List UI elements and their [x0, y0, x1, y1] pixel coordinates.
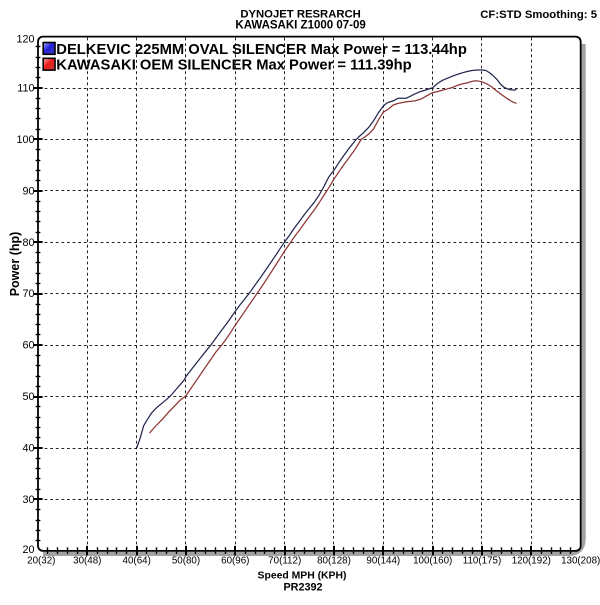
svg-text:KAWASAKI OEM SILENCER Max Powe: KAWASAKI OEM SILENCER Max Power = 111.39… [56, 58, 411, 74]
svg-text:20(32): 20(32) [27, 556, 55, 567]
svg-text:60: 60 [22, 340, 34, 352]
svg-text:70(112): 70(112) [268, 556, 301, 567]
svg-text:80: 80 [22, 237, 34, 249]
svg-text:30: 30 [22, 494, 34, 506]
svg-text:40(64): 40(64) [123, 556, 151, 567]
svg-text:30(48): 30(48) [73, 556, 101, 567]
svg-text:50: 50 [22, 391, 34, 403]
svg-text:130(208): 130(208) [561, 556, 600, 567]
svg-text:80(128): 80(128) [317, 556, 351, 567]
svg-text:40: 40 [22, 443, 34, 455]
svg-text:Power (hp): Power (hp) [8, 232, 22, 297]
svg-text:120: 120 [16, 34, 34, 46]
svg-text:100(160): 100(160) [413, 556, 452, 567]
svg-text:100: 100 [16, 134, 34, 146]
svg-text:CF:STD Smoothing: 5: CF:STD Smoothing: 5 [480, 9, 597, 21]
svg-text:DYNOJET RESRARCH: DYNOJET RESRARCH [240, 9, 361, 21]
svg-text:110(175): 110(175) [463, 556, 502, 567]
svg-text:PR2392: PR2392 [283, 582, 322, 594]
svg-text:DELKEVIC 225MM OVAL SILENCER M: DELKEVIC 225MM OVAL SILENCER Max Power =… [56, 42, 467, 58]
svg-text:KAWASAKI Z1000 07-09: KAWASAKI Z1000 07-09 [235, 20, 365, 32]
svg-text:110: 110 [17, 83, 34, 95]
svg-text:90(144): 90(144) [366, 556, 400, 567]
svg-text:90: 90 [22, 185, 34, 197]
svg-text:120(192): 120(192) [512, 556, 551, 567]
svg-text:20: 20 [22, 544, 34, 556]
svg-text:60(96): 60(96) [221, 556, 249, 567]
svg-text:50(80): 50(80) [172, 556, 200, 567]
svg-text:70: 70 [22, 288, 34, 300]
svg-text:Speed MPH (KPH): Speed MPH (KPH) [258, 570, 347, 581]
